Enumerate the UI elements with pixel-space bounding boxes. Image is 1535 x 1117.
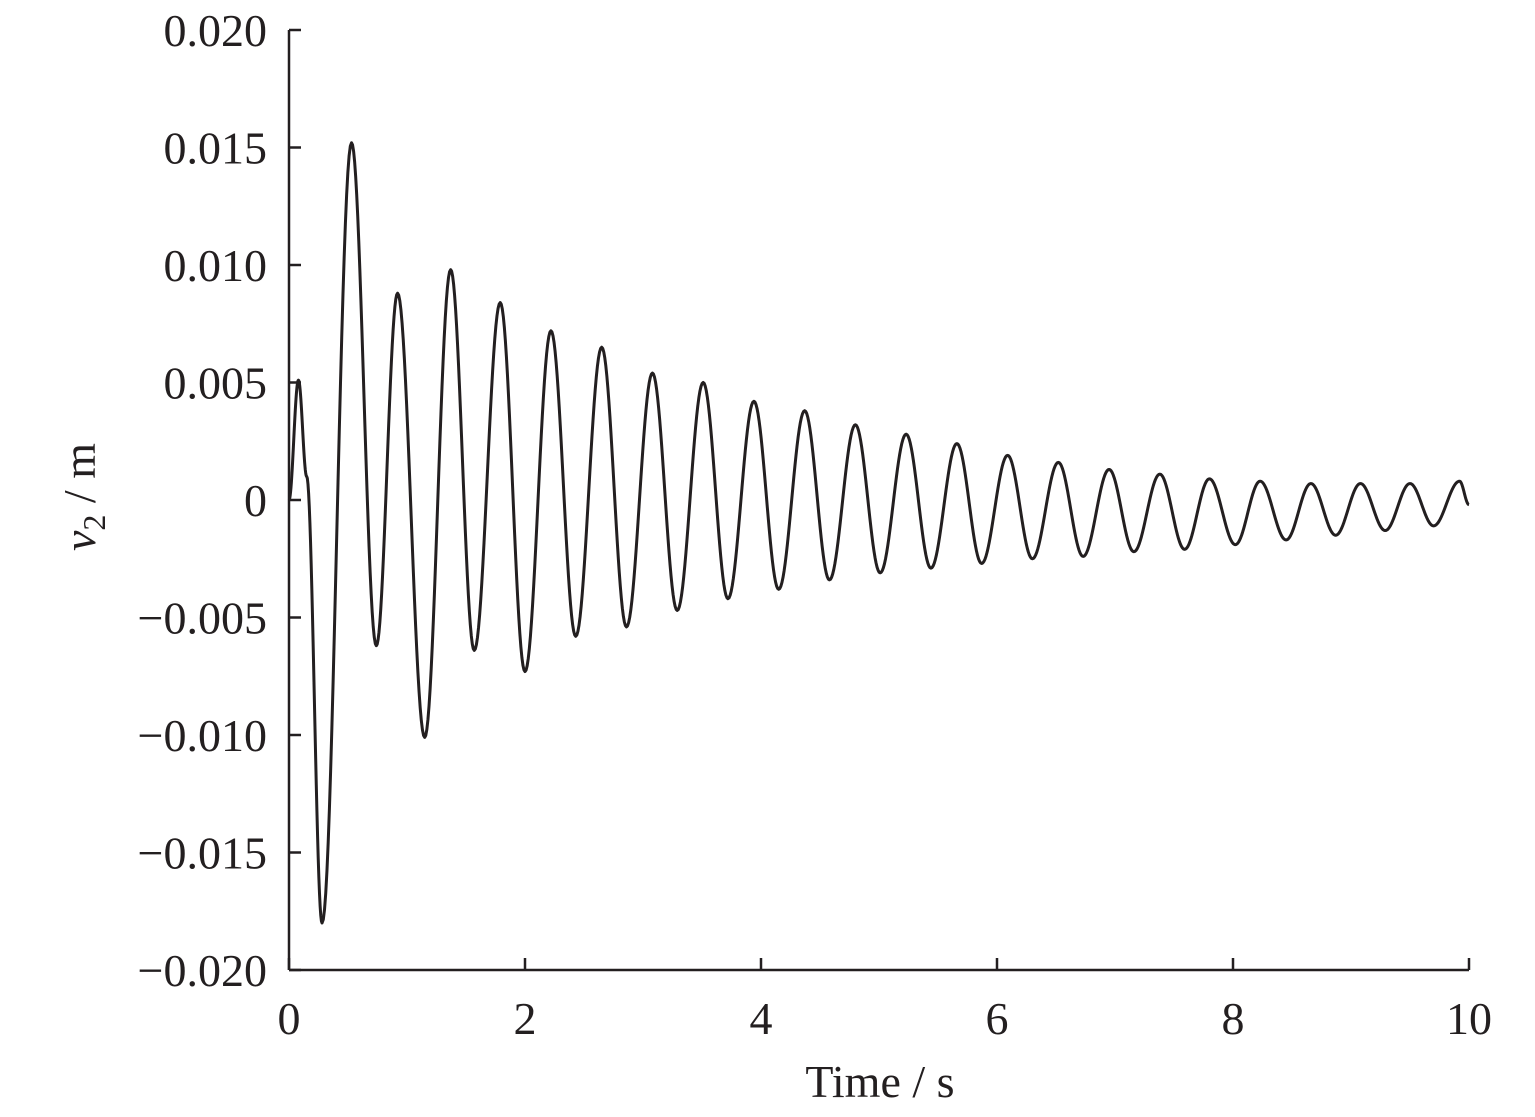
x-tick-label: 4 <box>750 993 773 1044</box>
axes <box>287 30 1469 972</box>
x-axis-title: Time / s <box>805 1056 954 1107</box>
y-tick-label: −0.005 <box>138 593 267 644</box>
y-axis-title: v2 / m <box>54 443 112 551</box>
y-tick-label: 0.020 <box>164 5 268 56</box>
y-tick-label: −0.015 <box>138 828 267 879</box>
y-tick-label: −0.010 <box>138 710 267 761</box>
y-tick-label: −0.020 <box>138 945 267 996</box>
plot-area <box>287 141 1471 925</box>
y-tick-label: 0.015 <box>164 123 268 174</box>
x-tick-label: 6 <box>986 993 1009 1044</box>
x-tick-label: 2 <box>514 993 537 1044</box>
y-tick-label: 0.010 <box>164 240 268 291</box>
x-tick-label: 10 <box>1446 993 1492 1044</box>
y-axis-subscript: 2 <box>76 515 112 531</box>
y-tick-label: 0 <box>244 475 267 526</box>
x-tick-label: 8 <box>1222 993 1245 1044</box>
ticks: 0.020 0.015 0.010 0.005 0 −0.005 −0.010 −0.015 −… <box>138 5 1492 1044</box>
y-axis-variable: v <box>54 530 105 551</box>
y-tick-label: 0.005 <box>164 358 268 409</box>
y-axis-unit: / m <box>54 443 105 515</box>
series-line <box>287 141 1471 925</box>
x-tick-label: 0 <box>278 993 301 1044</box>
